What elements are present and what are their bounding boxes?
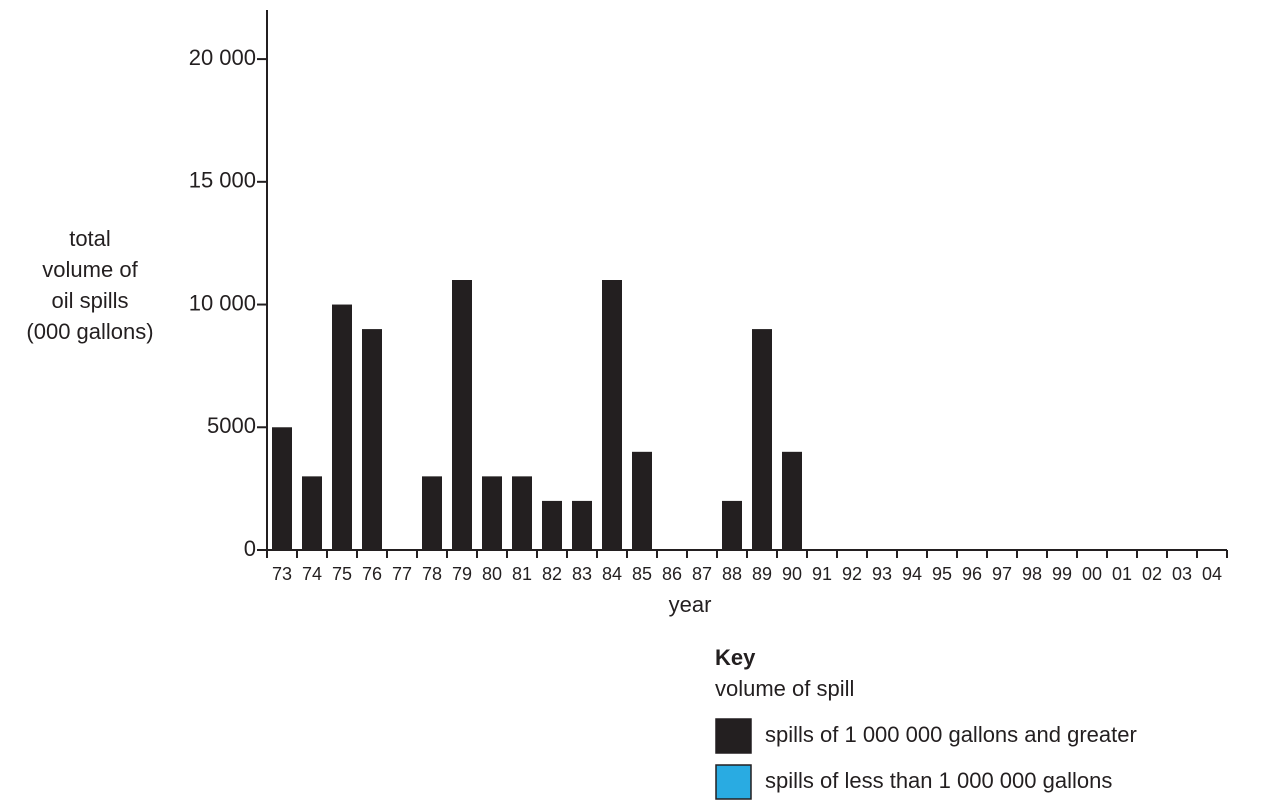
- bar: [272, 427, 292, 550]
- bar: [722, 500, 742, 550]
- y-axis-label: oil spills: [51, 288, 128, 313]
- legend-swatch: [715, 718, 752, 754]
- bar: [752, 329, 772, 550]
- y-axis-label: total: [69, 226, 111, 251]
- x-tick-label: 84: [602, 564, 622, 584]
- y-tick-label: 15 000: [189, 168, 256, 193]
- x-tick-label: 97: [992, 564, 1012, 584]
- x-tick-label: 01: [1112, 564, 1132, 584]
- x-tick-label: 90: [782, 564, 802, 584]
- x-tick-label: 82: [542, 564, 562, 584]
- x-tick-label: 98: [1022, 564, 1042, 584]
- y-tick-label: 0: [244, 536, 256, 561]
- x-tick-label: 86: [662, 564, 682, 584]
- x-tick-label: 87: [692, 564, 712, 584]
- y-tick-label: 5000: [207, 413, 256, 438]
- x-tick-label: 04: [1202, 564, 1222, 584]
- x-tick-label: 91: [812, 564, 832, 584]
- bar: [542, 500, 562, 550]
- x-tick-label: 92: [842, 564, 862, 584]
- y-axis-label: (000 gallons): [26, 319, 153, 344]
- x-tick-label: 99: [1052, 564, 1072, 584]
- bar: [302, 476, 322, 550]
- x-tick-label: 77: [392, 564, 412, 584]
- bar: [422, 476, 442, 550]
- x-tick-label: 89: [752, 564, 772, 584]
- bar: [632, 451, 652, 550]
- y-axis-label: volume of: [42, 257, 138, 282]
- x-tick-label: 00: [1082, 564, 1102, 584]
- x-tick-label: 03: [1172, 564, 1192, 584]
- legend-swatch: [715, 764, 752, 800]
- x-tick-label: 80: [482, 564, 502, 584]
- x-axis-label: year: [669, 592, 712, 617]
- bar: [572, 500, 592, 550]
- y-tick-label: 10 000: [189, 290, 256, 315]
- x-tick-label: 74: [302, 564, 322, 584]
- legend-subtitle: volume of spill: [715, 676, 854, 701]
- legend-label: spills of 1 000 000 gallons and greater: [765, 722, 1137, 747]
- x-tick-label: 02: [1142, 564, 1162, 584]
- x-tick-label: 78: [422, 564, 442, 584]
- x-tick-label: 88: [722, 564, 742, 584]
- bar: [362, 329, 382, 550]
- legend-title: Key: [715, 645, 756, 670]
- legend-label: spills of less than 1 000 000 gallons: [765, 768, 1112, 793]
- x-tick-label: 79: [452, 564, 472, 584]
- x-tick-label: 85: [632, 564, 652, 584]
- bar: [512, 476, 532, 550]
- x-tick-label: 96: [962, 564, 982, 584]
- bar: [482, 476, 502, 550]
- x-tick-label: 73: [272, 564, 292, 584]
- x-tick-label: 76: [362, 564, 382, 584]
- y-tick-label: 20 000: [189, 45, 256, 70]
- x-tick-label: 75: [332, 564, 352, 584]
- bar: [782, 451, 802, 550]
- bar: [452, 280, 472, 550]
- x-tick-label: 93: [872, 564, 892, 584]
- x-tick-label: 94: [902, 564, 922, 584]
- bar: [602, 280, 622, 550]
- x-tick-label: 95: [932, 564, 952, 584]
- x-tick-label: 81: [512, 564, 532, 584]
- x-tick-label: 83: [572, 564, 592, 584]
- bar: [332, 304, 352, 550]
